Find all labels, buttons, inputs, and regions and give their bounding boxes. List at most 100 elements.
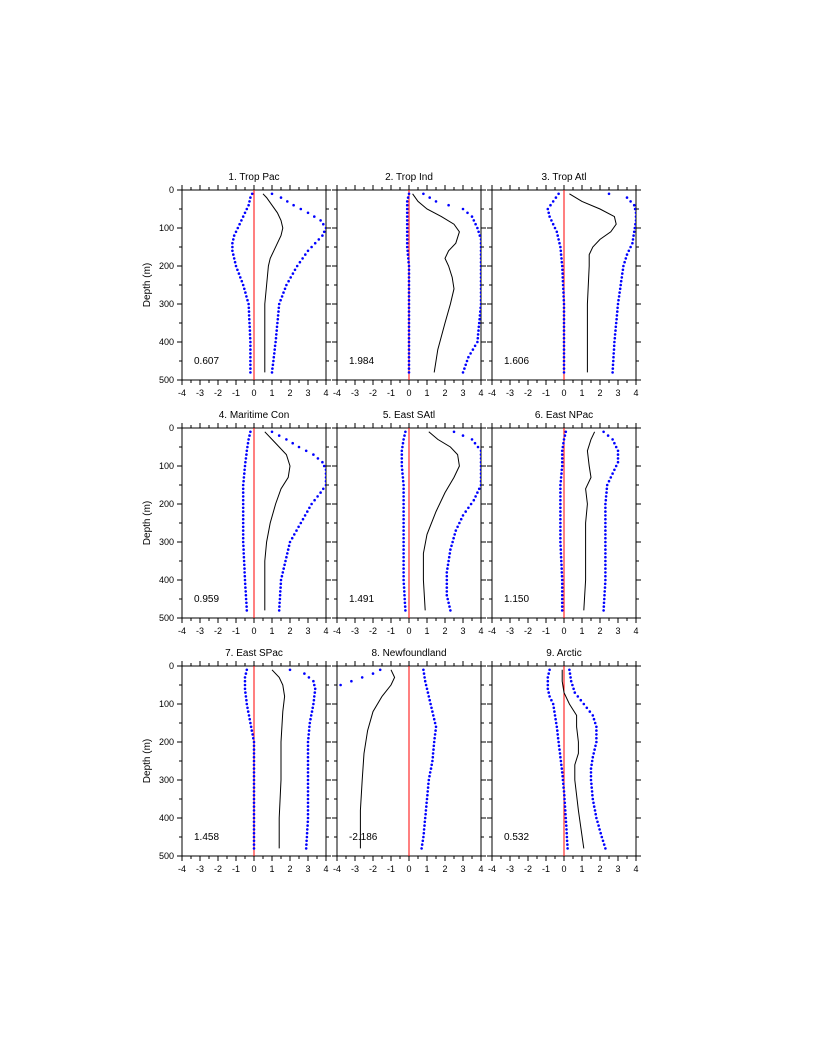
upper-bound-point [429, 767, 433, 770]
lower-bound-point [560, 763, 563, 767]
lower-bound-point [562, 325, 566, 329]
lower-bound-point [241, 525, 245, 529]
upper-bound-point [613, 340, 616, 344]
lower-bound-point [405, 219, 409, 222]
upper-bound-point [593, 748, 596, 751]
upper-bound-point [593, 809, 597, 812]
x-tick-label: 1 [424, 864, 429, 874]
lower-bound-point [248, 200, 251, 203]
lower-bound-point [560, 563, 563, 567]
upper-bound-point [433, 733, 437, 736]
upper-bound-point [604, 552, 607, 555]
lower-bound-point [252, 767, 256, 770]
upper-bound-point [602, 430, 605, 434]
upper-bound-point [324, 479, 326, 483]
upper-bound-point [279, 298, 282, 302]
lower-bound-point [554, 196, 558, 199]
upper-bound-point [447, 555, 451, 559]
upper-bound-point [602, 609, 605, 612]
x-tick-label: -2 [524, 388, 532, 398]
x-tick-label: 3 [305, 388, 310, 398]
x-tick-label: -2 [369, 626, 377, 636]
upper-bound-point [616, 310, 619, 313]
panel-6: 6. East NPac -4 -3 -2 -1 0 1 2 3 4 1.150 [487, 410, 641, 636]
lower-bound-point [562, 302, 566, 306]
upper-bound-point [421, 839, 425, 843]
upper-bound-point [445, 578, 449, 582]
upper-bound-point [434, 200, 438, 203]
upper-bound-point [427, 778, 431, 782]
x-tick-label: 0 [561, 388, 566, 398]
panel-data [339, 666, 438, 856]
lower-bound-point [559, 495, 562, 498]
lower-bound-point [559, 536, 562, 540]
lower-bound-point [555, 725, 559, 729]
upper-bound-point [585, 706, 589, 710]
upper-bound-point [422, 668, 425, 672]
upper-bound-point [618, 291, 621, 294]
lower-bound-point [402, 506, 405, 510]
lower-bound-point [559, 483, 562, 487]
lower-bound-point [563, 797, 566, 801]
upper-bound-point [282, 291, 285, 294]
x-tick-label: 3 [615, 388, 620, 398]
lower-bound-point [561, 283, 565, 287]
upper-bound-point [595, 725, 598, 729]
lower-bound-point [560, 457, 564, 460]
upper-bound-point [604, 578, 607, 582]
lower-bound-point [244, 291, 247, 294]
lower-bound-point [402, 567, 405, 570]
lower-bound-point [562, 352, 566, 355]
x-tick-label: 1 [579, 864, 584, 874]
upper-bound-point [476, 491, 479, 494]
x-tick-label: 0 [406, 388, 411, 398]
upper-bound-point [588, 710, 592, 713]
upper-bound-point [474, 495, 477, 498]
lower-bound-point [563, 793, 566, 797]
upper-bound-point [590, 790, 594, 793]
lower-bound-point [402, 578, 405, 582]
lower-bound-point [402, 559, 405, 563]
panel-title: 3. Trop Atl [541, 172, 586, 183]
lower-bound-point [243, 571, 246, 574]
x-tick-label: 0 [251, 864, 256, 874]
upper-bound-point [277, 434, 281, 437]
lower-bound-point [407, 367, 411, 370]
upper-bound-point [276, 321, 279, 325]
upper-bound-point [275, 325, 279, 329]
lower-bound-point [244, 597, 248, 601]
lower-bound-point [402, 529, 405, 532]
upper-bound-point [424, 812, 427, 816]
lower-bound-point [231, 245, 234, 249]
x-tick-label: -1 [542, 388, 550, 398]
lower-bound-point [249, 196, 252, 199]
upper-bound-point [568, 672, 572, 675]
upper-bound-point [429, 702, 432, 706]
upper-bound-point [602, 605, 606, 608]
x-tick-label: -3 [196, 626, 204, 636]
upper-bound-point [604, 495, 608, 498]
upper-bound-point [445, 586, 449, 589]
lower-bound-point [243, 578, 247, 582]
upper-bound-point [290, 536, 294, 540]
upper-bound-point [461, 207, 465, 211]
upper-bound-point [611, 472, 614, 475]
lower-bound-point [249, 340, 252, 344]
lower-bound-point [562, 786, 565, 789]
upper-bound-point [282, 567, 286, 570]
lower-bound-point [243, 687, 247, 691]
upper-bound-point [589, 767, 593, 770]
lower-bound-point [242, 559, 246, 563]
upper-bound-point [306, 809, 310, 812]
x-tick-label: -1 [387, 626, 395, 636]
upper-bound-point [603, 582, 607, 586]
upper-bound-point [306, 790, 310, 793]
lower-bound-point [402, 582, 406, 586]
upper-bound-point [423, 824, 426, 827]
lower-bound-point [243, 472, 246, 475]
lower-bound-point [252, 824, 256, 827]
lower-bound-point [245, 609, 249, 612]
upper-bound-point [479, 279, 481, 283]
lower-bound-point [252, 774, 256, 778]
lower-bound-point [244, 586, 247, 589]
